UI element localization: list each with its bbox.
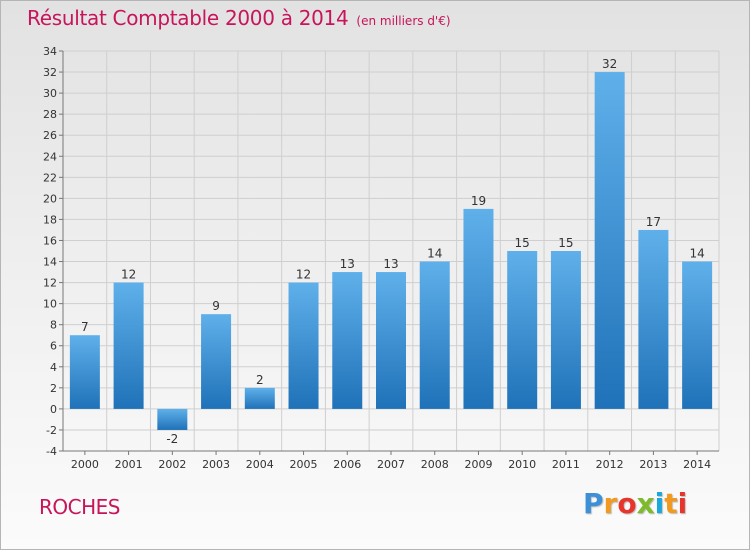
chart-title-text: Résultat Comptable 2000 à 2014	[27, 6, 349, 30]
bar-2010	[507, 251, 538, 409]
data-label: 2	[256, 373, 264, 387]
x-tick-label: 2001	[115, 458, 143, 471]
bar-2008	[419, 261, 450, 409]
data-label: 12	[296, 268, 311, 282]
data-labels: 7 12 -2 9 2 12 13 13 14 19 15 15 32 17 14	[81, 57, 705, 446]
y-tick-label: 26	[43, 129, 57, 142]
bar-2009	[463, 208, 494, 409]
x-tick-label: 2008	[421, 458, 449, 471]
data-label: 7	[81, 320, 89, 334]
logo-letter: i	[677, 487, 688, 520]
y-tick-label: 22	[43, 171, 57, 184]
x-tick-label: 2002	[158, 458, 186, 471]
y-tick-label: 28	[43, 108, 57, 121]
x-tick-label: 2003	[202, 458, 230, 471]
bar-2003	[201, 314, 232, 409]
x-tick-label: 2004	[246, 458, 274, 471]
commune-name: ROCHES	[39, 495, 120, 519]
chart-title: Résultat Comptable 2000 à 2014 (en millie…	[27, 6, 451, 30]
bar-2002	[157, 408, 188, 430]
data-label: 32	[602, 57, 617, 71]
logo-letter: o	[617, 487, 637, 520]
data-label: 19	[471, 194, 486, 208]
x-tick-label: 2009	[464, 458, 492, 471]
chart-unit-note: (en milliers d'€)	[356, 14, 451, 28]
bars	[69, 72, 713, 430]
y-tick-label: 12	[43, 277, 57, 290]
y-tick-label: 18	[43, 213, 57, 226]
x-tick-label: 2012	[596, 458, 624, 471]
y-tick-label: 32	[43, 66, 57, 79]
bar-2013	[638, 229, 669, 409]
logo-letter: P	[583, 487, 604, 520]
x-tick-label: 2000	[71, 458, 99, 471]
bar-2001	[113, 282, 144, 409]
x-tick-label: 2007	[377, 458, 405, 471]
bar-2012	[594, 72, 625, 409]
data-label: 15	[515, 236, 530, 250]
data-label: 13	[340, 257, 355, 271]
x-tick-label: 2014	[683, 458, 711, 471]
y-tick-label: -4	[46, 445, 57, 458]
x-tick-label: 2005	[290, 458, 318, 471]
x-tick-label: 2013	[639, 458, 667, 471]
y-tick-label: 24	[43, 150, 57, 163]
y-tick-label: 20	[43, 192, 57, 205]
data-label: 9	[212, 299, 220, 313]
bar-2006	[332, 272, 363, 409]
logo-letter: t	[664, 487, 678, 520]
y-tick-label: 6	[50, 340, 57, 353]
y-tick-label: 14	[43, 256, 57, 269]
logo-letter: r	[603, 487, 618, 520]
y-tick-label: 10	[43, 298, 57, 311]
logo-letter: i	[654, 487, 665, 520]
data-label: 14	[689, 247, 704, 261]
bar-2011	[550, 251, 581, 409]
data-label: 12	[121, 268, 136, 282]
y-tick-label: -2	[46, 424, 57, 437]
logo-letter: x	[636, 487, 655, 520]
bar-2007	[376, 272, 406, 409]
x-tick-label: 2006	[333, 458, 361, 471]
data-label: 14	[427, 247, 442, 261]
y-tick-label: 34	[43, 45, 57, 58]
x-tick-label: 2010	[508, 458, 536, 471]
bar-2004	[244, 387, 275, 409]
y-tick-label: 30	[43, 87, 57, 100]
bar-2014	[682, 261, 713, 409]
proxiti-logo[interactable]: Proxiti	[583, 487, 687, 520]
bar-2000	[69, 335, 100, 409]
data-label: -2	[166, 432, 178, 446]
y-tick-label: 4	[50, 361, 57, 374]
y-tick-label: 2	[50, 382, 57, 395]
bar-2005	[288, 282, 319, 409]
data-label: 17	[646, 215, 661, 229]
data-label: 13	[383, 257, 398, 271]
y-tick-label: 0	[50, 403, 57, 416]
x-tick-label: 2011	[552, 458, 580, 471]
data-label: 15	[558, 236, 573, 250]
y-tick-label: 16	[43, 234, 57, 247]
y-tick-label: 8	[50, 319, 57, 332]
